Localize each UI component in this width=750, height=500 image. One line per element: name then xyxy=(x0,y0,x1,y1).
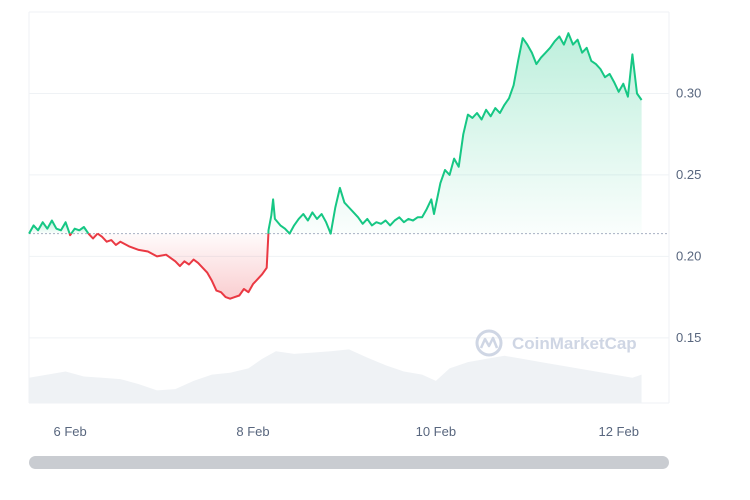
x-tick-label: 10 Feb xyxy=(416,424,456,439)
price-area-fill xyxy=(29,33,642,299)
timeline-scrollbar[interactable] xyxy=(29,456,669,469)
y-axis-ticks: 0.15 0.20 0.25 0.30 xyxy=(676,85,701,344)
watermark-text: CoinMarketCap xyxy=(512,334,637,353)
watermark: CoinMarketCap xyxy=(475,329,637,357)
y-tick-label: 0.20 xyxy=(676,248,701,263)
price-line-down xyxy=(68,233,73,237)
x-tick-label: 6 Feb xyxy=(54,424,87,439)
price-line-down xyxy=(87,232,99,240)
volume-area-shape xyxy=(29,349,642,403)
x-tick-label: 12 Feb xyxy=(598,424,638,439)
coinmarketcap-logo-icon xyxy=(475,329,503,357)
price-line-down xyxy=(97,232,270,300)
volume-area xyxy=(29,349,642,403)
price-line-up xyxy=(267,32,643,235)
area-fill-up xyxy=(268,33,642,234)
x-axis-ticks: 6 Feb 8 Feb 10 Feb 12 Feb xyxy=(54,424,639,439)
y-tick-label: 0.15 xyxy=(676,330,701,345)
price-line-up xyxy=(70,226,90,235)
x-tick-label: 8 Feb xyxy=(236,424,269,439)
price-line xyxy=(28,32,643,300)
y-tick-label: 0.30 xyxy=(676,85,701,100)
y-tick-label: 0.25 xyxy=(676,167,701,182)
price-line-up xyxy=(28,219,71,235)
